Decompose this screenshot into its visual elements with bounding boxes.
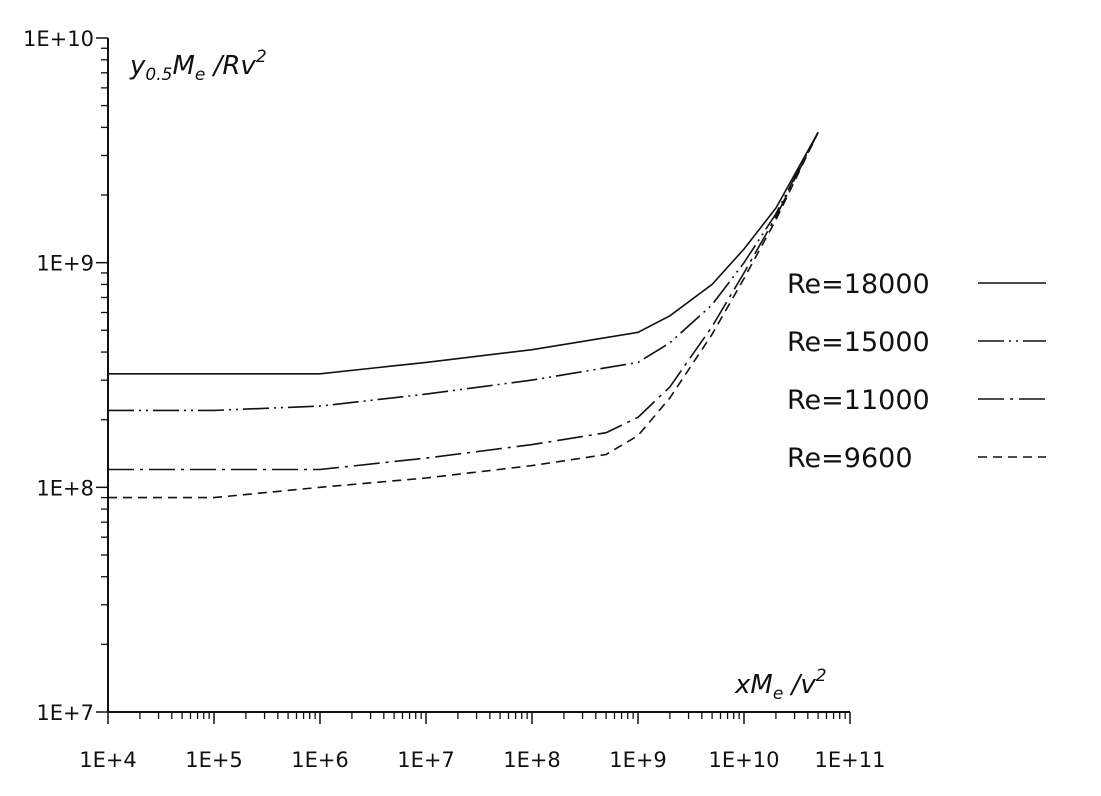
x-axis-title: xMe /v2	[734, 666, 827, 704]
y-axis-title: y0.5Me /Rv2	[129, 47, 267, 85]
y-tick-label: 1E+10	[23, 27, 94, 51]
x-axis-title-mid: /v	[783, 670, 816, 700]
legend-label: Re=11000	[787, 385, 930, 416]
x-tick-label: 1E+11	[815, 748, 886, 772]
y-axis-title-sub1: 0.5	[145, 65, 172, 85]
x-axis-title-sub: e	[773, 684, 783, 704]
x-tick-label: 1E+4	[79, 748, 137, 772]
y-axis-title-pre: y	[129, 51, 146, 81]
legend: Re=18000 Re=15000 Re=11000 Re=9600	[787, 269, 1046, 474]
y-axis-title-sup: 2	[256, 47, 267, 67]
axes: 1E+4 1E+5 1E+6 1E+7 1E+8 1E+9 1E+10 1E+11 1E+7 1E…	[23, 27, 885, 772]
legend-label: Re=9600	[787, 443, 913, 474]
x-tick-label: 1E+9	[609, 748, 667, 772]
legend-label: Re=15000	[787, 327, 930, 358]
y-tick-label: 1E+7	[36, 701, 94, 725]
series-line-2	[108, 132, 819, 471]
series-line-0	[108, 132, 819, 375]
series-line-3	[108, 132, 819, 499]
x-tick-label: 1E+7	[397, 748, 455, 772]
x-tick-label: 1E+10	[709, 748, 780, 772]
series-layer	[108, 132, 819, 499]
x-tick-label: 1E+5	[185, 748, 243, 772]
y-tick-label: 1E+9	[36, 252, 94, 276]
x-axis-title-sup: 2	[816, 666, 827, 686]
series-line-1	[108, 132, 819, 412]
x-axis-title-base: xM	[734, 670, 773, 700]
x-tick-label: 1E+6	[291, 748, 349, 772]
y-axis-title-mid: /Rv	[205, 51, 256, 81]
x-tick-label: 1E+8	[503, 748, 561, 772]
y-tick-label: 1E+8	[36, 476, 94, 500]
y-axis-title-sub2: e	[195, 65, 205, 85]
y-axis-title-base: M	[172, 51, 194, 81]
legend-label: Re=18000	[787, 269, 930, 300]
